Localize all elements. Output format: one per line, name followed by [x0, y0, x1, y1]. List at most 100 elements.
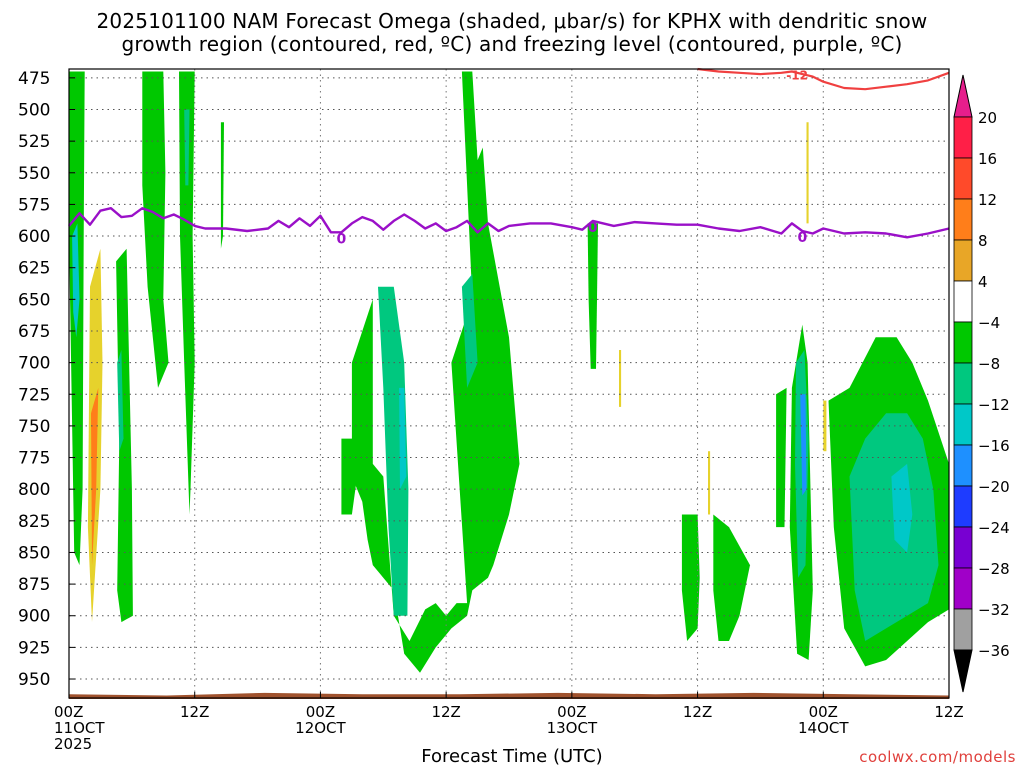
colorbar-label: −20	[978, 478, 1010, 496]
colorbar-segment	[953, 116, 973, 159]
x-axis-label: Forecast Time (UTC)	[421, 746, 603, 767]
omega-region-14	[461, 274, 478, 388]
y-tick-label: 525	[18, 132, 50, 152]
y-tick-label: 825	[18, 512, 50, 532]
colorbar-label: 16	[978, 150, 997, 168]
colorbar-segment	[953, 321, 973, 364]
omega-region-6	[142, 71, 169, 388]
colorbar-segment	[953, 526, 973, 569]
omega-region-21	[806, 122, 809, 224]
y-tick-label: 700	[18, 354, 50, 374]
chart-title-line2: growth region (contoured, red, ºC) and f…	[121, 32, 903, 56]
y-tick-label: 625	[18, 259, 50, 279]
y-tick-label: 550	[18, 164, 50, 184]
y-tick-label: 575	[18, 195, 50, 215]
freezing-level-label: 0	[797, 230, 807, 246]
chart-title-line1: 2025101100 NAM Forecast Omega (shaded, μ…	[96, 9, 928, 33]
y-tick-label: 800	[18, 480, 50, 500]
y-tick-label: 650	[18, 290, 50, 310]
omega-region-19	[713, 514, 750, 641]
x-tick-label: 00Z	[54, 703, 83, 721]
omega-region-1	[72, 223, 80, 338]
omega-region-18	[708, 451, 711, 515]
colorbar-label: 8	[978, 232, 988, 250]
omega-region-15	[587, 223, 598, 369]
colorbar-label: 20	[978, 109, 997, 127]
x-tick-label: 13OCT	[547, 719, 598, 737]
colorbar-label: −28	[978, 560, 1010, 578]
colorbar-bottom-arrow	[953, 649, 973, 693]
contour-lines: 0 0 0 -12	[68, 67, 950, 247]
x-tick-label: 12Z	[934, 703, 963, 721]
colorbar-segment	[953, 485, 973, 528]
colorbar-label: −36	[978, 642, 1010, 660]
x-tick-label: 12Z	[180, 703, 209, 721]
omega-region-17	[681, 514, 700, 641]
colorbar-label: 12	[978, 191, 997, 209]
colorbar-segment	[953, 280, 973, 323]
colorbar-label: −4	[978, 314, 1000, 332]
omega-region-28	[891, 463, 913, 553]
colorbar-label: −24	[978, 519, 1010, 537]
y-axis: 475 500 525 550 575 600 625 650 675 700 725 750 775 8…	[18, 69, 75, 690]
omega-region-12	[378, 286, 409, 616]
x-tick-label: 12Z	[683, 703, 712, 721]
y-tick-label: 500	[18, 100, 50, 120]
omega-region-20	[776, 387, 787, 528]
omega-region-3	[91, 387, 99, 566]
y-tick-label: 750	[18, 417, 50, 437]
colorbar-label: −32	[978, 601, 1010, 619]
colorbar-segment	[953, 403, 973, 446]
y-tick-label: 725	[18, 385, 50, 405]
omega-region-16	[619, 350, 622, 407]
dgz-contour-label: -12	[786, 69, 808, 83]
x-tick-label: 12Z	[431, 703, 460, 721]
y-tick-label: 475	[18, 69, 50, 89]
colorbar-segment	[953, 608, 973, 651]
credit-text: coolwx.com/models	[859, 748, 1016, 766]
omega-region-7	[179, 71, 195, 515]
omega-region-11	[351, 71, 520, 673]
colorbar-label: −8	[978, 355, 1000, 373]
omega-region-9	[220, 122, 224, 249]
colorbar: 20 16 12 8 4 −4 −8 −12 −16 −20 −24 −28 −32 −36	[953, 74, 1010, 693]
omega-shading	[69, 71, 949, 673]
omega-region-4	[116, 248, 133, 623]
plot-frame	[68, 68, 950, 699]
freezing-level-line	[68, 206, 950, 239]
x-tick-label: 14OCT	[798, 719, 849, 737]
colorbar-segment	[953, 157, 973, 200]
x-tick-label: 2025	[54, 735, 92, 753]
omega-region-24	[800, 394, 807, 496]
x-tick-label: 00Z	[557, 703, 586, 721]
omega-region-8	[184, 109, 190, 186]
colorbar-label: −16	[978, 437, 1010, 455]
y-tick-label: 900	[18, 607, 50, 627]
y-tick-label: 950	[18, 670, 50, 690]
colorbar-segment	[953, 567, 973, 610]
dgz-contour-line	[697, 67, 950, 91]
y-tick-label: 925	[18, 638, 50, 658]
x-tick-label: 11OCT	[54, 719, 105, 737]
x-tick-label: 00Z	[809, 703, 838, 721]
colorbar-segment	[953, 362, 973, 405]
freezing-level-label: 0	[337, 231, 347, 247]
x-tick-label: 00Z	[306, 703, 335, 721]
colorbar-top-arrow	[953, 74, 973, 118]
y-tick-label: 600	[18, 227, 50, 247]
colorbar-segment	[953, 444, 973, 487]
y-tick-label: 675	[18, 322, 50, 342]
x-tick-label: 12OCT	[295, 719, 346, 737]
y-tick-label: 775	[18, 449, 50, 469]
y-tick-label: 850	[18, 543, 50, 563]
omega-region-13	[399, 387, 407, 490]
colorbar-segment	[953, 198, 973, 241]
colorbar-segment	[953, 239, 973, 282]
y-tick-label: 875	[18, 575, 50, 595]
freezing-level-label: 0	[588, 220, 598, 236]
colorbar-label: 4	[978, 273, 988, 291]
colorbar-label: −12	[978, 396, 1010, 414]
omega-region-25	[823, 400, 827, 452]
